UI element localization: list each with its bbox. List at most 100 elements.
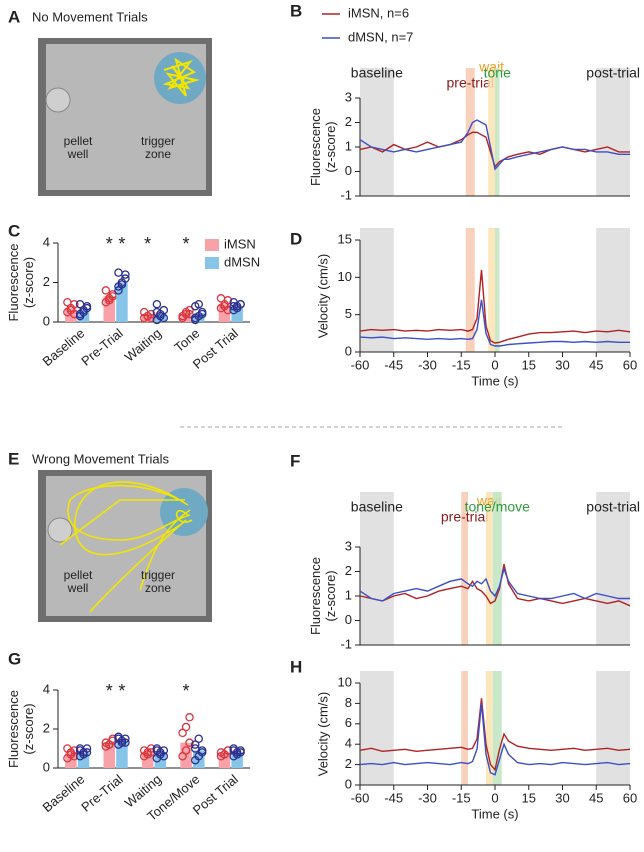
subject-point	[152, 746, 162, 755]
y-tick-label: 3	[345, 89, 352, 104]
y-tick-label: 10	[338, 674, 352, 689]
subject-point	[101, 286, 111, 295]
y-tick-label: 10	[338, 269, 352, 284]
epoch-label: post-trial	[586, 499, 640, 515]
epoch-region	[492, 671, 502, 785]
epoch-label: baseline	[351, 65, 403, 81]
panel-label: A	[8, 7, 20, 26]
subject-point	[152, 307, 162, 317]
y-tick-label: 1	[345, 587, 352, 602]
subject-point	[159, 313, 169, 323]
epoch-label: pre-trial	[447, 75, 494, 91]
legend-swatch	[205, 239, 219, 251]
panel-label: C	[8, 221, 20, 240]
epoch-region	[486, 671, 493, 785]
subject-point	[114, 282, 123, 291]
subject-point	[108, 734, 117, 744]
x-tick-label: 15	[522, 357, 536, 372]
legend-label: dMSN, n=7	[348, 29, 413, 44]
trajectory	[59, 481, 193, 613]
x-tick-label: Baseline	[39, 771, 87, 815]
x-tick-label: Pre-Trial	[78, 325, 126, 368]
bar	[103, 742, 116, 768]
epoch-region	[360, 492, 394, 645]
panel-title: Wrong Movement Trials	[32, 451, 170, 466]
subject-point	[185, 738, 194, 747]
epoch-region	[488, 68, 495, 196]
y-axis-label: Fluorescence	[6, 243, 21, 321]
epoch-region	[596, 228, 630, 352]
bar	[231, 752, 243, 768]
epoch-label: pre-trial	[441, 509, 488, 525]
x-tick-label: 45	[589, 790, 603, 805]
panel-label: H	[290, 657, 302, 676]
subject-point	[82, 748, 92, 757]
y-tick-label: 0	[345, 612, 352, 627]
significance-star: *	[183, 681, 190, 701]
panel-title: No Movement Trials	[32, 9, 148, 24]
y-tick-label: 2	[345, 114, 352, 129]
significance-star: *	[118, 681, 125, 701]
y-tick-label: 4	[43, 681, 50, 696]
y-tick-label: 15	[338, 231, 352, 246]
panel-label: D	[290, 229, 302, 248]
y-tick-label: 2	[43, 274, 50, 289]
y-axis-label: (z-score)	[323, 570, 338, 621]
y-axis-label: Velocity (cm/s)	[315, 254, 330, 339]
y-tick-label: 0	[43, 313, 50, 328]
x-tick-label: 60	[623, 790, 637, 805]
subject-point	[82, 303, 92, 313]
subject-point	[229, 301, 238, 311]
x-tick-label: Baseline	[39, 325, 87, 369]
x-tick-label: 30	[555, 357, 569, 372]
legend-swatch	[205, 257, 219, 269]
subject-point	[197, 748, 207, 757]
subject-point	[63, 297, 72, 307]
panel-label: E	[8, 449, 19, 468]
trajectory	[162, 57, 200, 97]
x-tick-label: -15	[452, 790, 471, 805]
bar	[103, 296, 116, 322]
x-tick-label: 0	[491, 790, 498, 805]
panel-label: B	[290, 1, 302, 20]
bar	[77, 752, 90, 768]
x-tick-label: Waiting	[122, 325, 164, 364]
y-axis-label: Fluorescence	[308, 557, 323, 635]
subject-point	[121, 738, 130, 747]
x-tick-label: 60	[623, 357, 637, 372]
x-tick-label: -60	[351, 790, 370, 805]
trace-line	[359, 563, 631, 607]
bar	[218, 752, 231, 768]
x-tick-label: 45	[589, 357, 603, 372]
subject-point	[197, 309, 207, 319]
legend-label: iMSN, n=6	[348, 5, 409, 20]
bar	[141, 752, 154, 768]
epoch-region	[492, 492, 502, 645]
epoch-region	[360, 671, 394, 785]
y-axis-label: Fluorescence	[308, 108, 323, 186]
trace-line	[359, 269, 631, 344]
epoch-region	[488, 228, 495, 352]
pellet-well	[45, 87, 71, 113]
y-tick-label: 6	[345, 715, 352, 730]
subject-point	[194, 299, 203, 309]
photo-label: trigger	[141, 568, 175, 582]
subject-point	[114, 268, 123, 277]
panel-label: G	[8, 649, 21, 668]
significance-star: *	[144, 234, 151, 254]
x-tick-label: -45	[384, 790, 403, 805]
subject-point	[181, 746, 191, 755]
trace-line	[359, 703, 631, 776]
y-tick-label: 8	[345, 695, 352, 710]
x-tick-label: 15	[522, 790, 536, 805]
subject-point	[75, 299, 85, 309]
y-tick-label: 0	[345, 163, 352, 178]
subject-point	[229, 746, 238, 755]
y-tick-label: 3	[345, 538, 352, 553]
significance-star: *	[106, 234, 113, 254]
epoch-region	[596, 68, 630, 196]
x-axis-label: Time (s)	[471, 373, 518, 388]
subject-point	[152, 299, 162, 309]
subject-point	[75, 744, 85, 753]
